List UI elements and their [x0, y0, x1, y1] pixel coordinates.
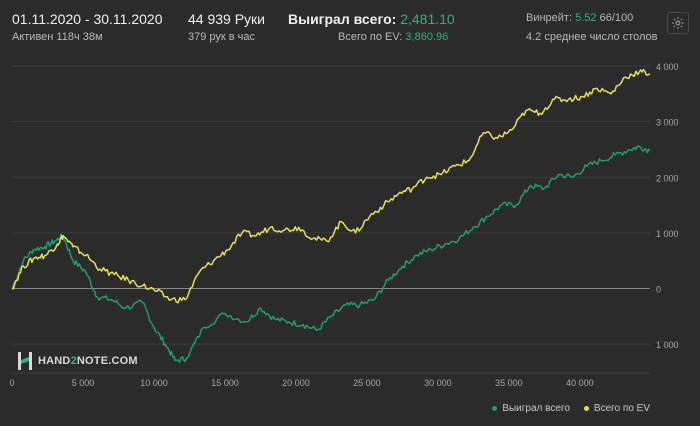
ev-total-value: 3,860.96: [405, 31, 449, 43]
x-tick-label: 35 000: [495, 378, 523, 388]
hands-count: 44 939 Руки: [188, 11, 265, 27]
won-total-value: 2,481.10: [400, 11, 455, 27]
y-tick-label: 3 000: [656, 118, 679, 128]
y-tick-label: 4 000: [656, 62, 679, 72]
header-stats: 01.11.2020 - 30.11.2020 Активен 118ч 38м…: [0, 0, 700, 50]
legend-item-won[interactable]: Выиграл всего: [492, 403, 570, 414]
hand2note-logo: HAND2NOTE.COM: [18, 352, 138, 370]
x-tick-label: 30 000: [424, 378, 452, 388]
hands-per-hour: 379 рук в час: [188, 31, 256, 43]
x-tick-label: 40 000: [566, 378, 594, 388]
y-tick-label: 2 000: [656, 173, 679, 183]
won-total: Выиграл всего: 2,481.10: [288, 11, 455, 27]
won-total-label: Выиграл всего:: [288, 11, 397, 27]
legend-dot-ev: [583, 406, 589, 411]
chart-lines: [11, 68, 651, 363]
legend-label-ev: Всего по EV: [593, 403, 650, 414]
date-range[interactable]: 01.11.2020 - 30.11.2020: [12, 11, 163, 27]
chart-grid: [12, 65, 650, 374]
ev-total-label: Всего по EV:: [338, 31, 403, 43]
x-tick-label: 20 000: [282, 378, 310, 388]
x-tick-label: 5 000: [72, 378, 95, 388]
chart-legend: Выиграл всего Всего по EV: [492, 403, 650, 414]
legend-item-ev[interactable]: Всего по EV: [583, 403, 650, 414]
y-tick-label: 1 000: [656, 340, 679, 350]
tables-average: 4.2 среднее число столов: [526, 31, 658, 43]
active-time: Активен 118ч 38м: [12, 31, 103, 43]
winrate-suffix: 66/100: [599, 12, 634, 24]
gear-icon: [672, 17, 684, 29]
x-tick-label: 15 000: [211, 378, 239, 388]
y-tick-label: 0: [656, 285, 661, 295]
hand2note-mark-icon: [18, 352, 32, 370]
x-axis-labels: 0 5 000 10 000 15 000 20 000 25 000 30 000 35 0…: [9, 378, 593, 388]
settings-button[interactable]: [667, 12, 689, 34]
hand2note-wordmark: HAND2NOTE.COM: [38, 355, 138, 367]
series-line-won: [11, 145, 651, 363]
x-tick-label: 25 000: [353, 378, 381, 388]
ev-total: Всего по EV: 3,860.96: [338, 31, 448, 43]
series-line-ev: [11, 68, 651, 304]
winrate-value: 5.52: [575, 12, 597, 24]
legend-dot-won: [492, 406, 498, 411]
winrate-label: Винрейт:: [526, 12, 573, 24]
x-tick-label: 0: [9, 378, 14, 388]
y-axis-labels: 4 000 3 000 2 000 1 000 0 1 000: [656, 62, 679, 350]
winrate: Винрейт: 5.52 66/100: [526, 12, 633, 24]
y-tick-label: 1 000: [656, 229, 679, 239]
x-tick-label: 10 000: [140, 378, 168, 388]
legend-label-won: Выиграл всего: [502, 403, 570, 414]
